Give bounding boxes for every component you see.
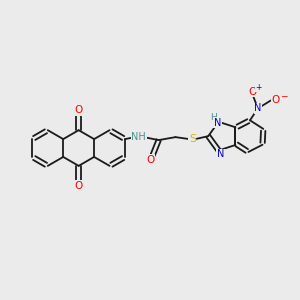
Text: O: O [272,95,280,106]
Text: −: − [280,91,287,100]
Text: O: O [74,181,83,191]
Text: O: O [249,87,257,97]
Text: +: + [255,83,261,92]
Text: H: H [210,113,217,122]
Text: NH: NH [131,132,146,142]
Text: N: N [217,149,224,159]
Text: O: O [74,105,83,115]
Text: N: N [214,118,221,128]
Text: O: O [147,155,155,165]
Text: S: S [189,134,196,144]
Text: N: N [254,103,262,113]
